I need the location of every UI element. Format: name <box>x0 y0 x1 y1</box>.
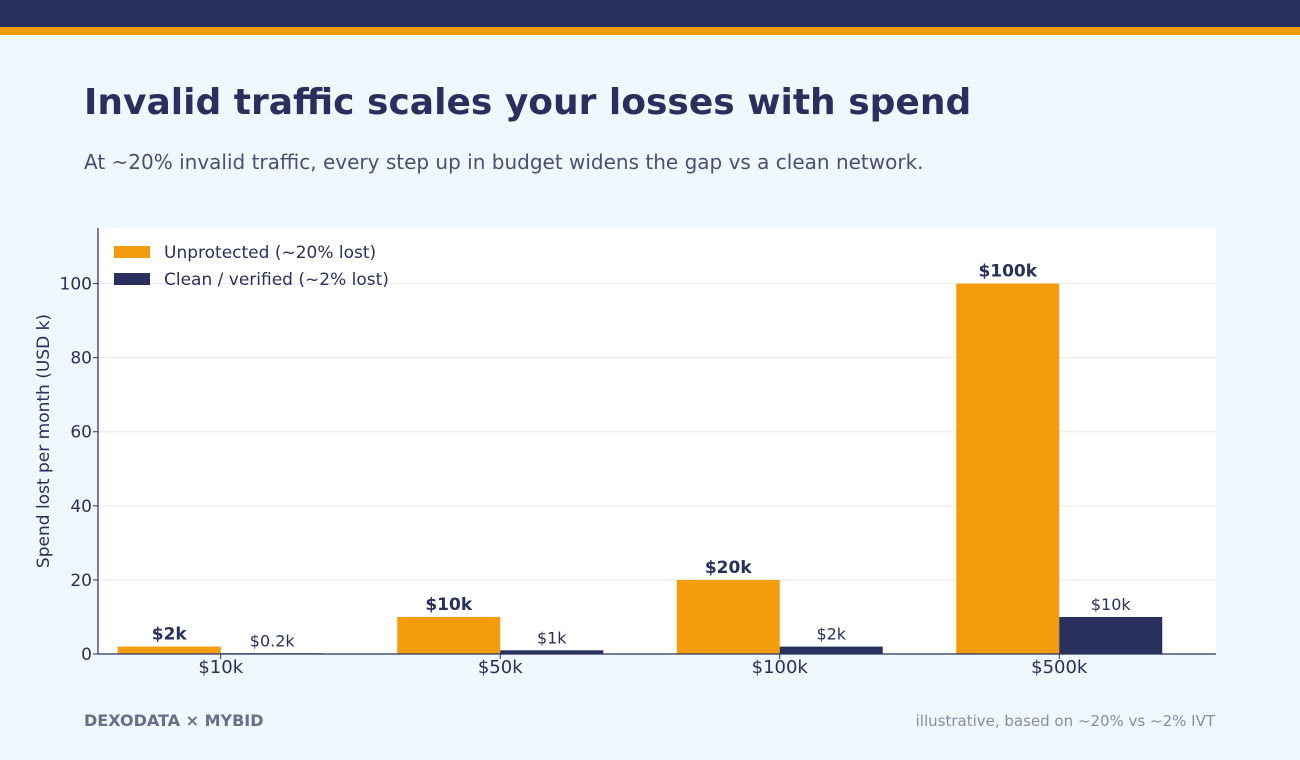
bar-unprotected <box>956 283 1060 654</box>
legend-entry: Unprotected (~20% lost) <box>164 243 376 263</box>
y-tick-label: 80 <box>70 349 92 369</box>
bar-clean <box>1059 616 1163 654</box>
footer-brand: DEXODATA × MYBID <box>84 711 264 730</box>
x-tick-label: $100k <box>752 657 809 678</box>
top-accent-bar <box>0 27 1300 35</box>
legend-swatch <box>114 273 150 285</box>
data-label: $2k <box>816 625 846 644</box>
data-label: $10k <box>1091 595 1132 614</box>
bar-clean <box>779 646 883 654</box>
x-tick-label: $10k <box>198 657 243 678</box>
x-tick-label: $50k <box>478 657 523 678</box>
y-tick-label: 20 <box>70 571 92 591</box>
data-label: $2k <box>152 625 188 645</box>
y-axis-label: Spend lost per month (USD k) <box>34 314 54 568</box>
data-label: $100k <box>978 262 1037 282</box>
bar-clean <box>500 650 604 654</box>
footer-note: illustrative, based on ~20% vs ~2% IVT <box>915 712 1215 730</box>
top-brand-bar <box>0 0 1300 27</box>
bar-unprotected <box>117 646 221 654</box>
x-tick-label: $500k <box>1031 657 1088 678</box>
data-label: $20k <box>705 558 752 578</box>
y-tick-label: 100 <box>60 275 92 295</box>
bar-unprotected <box>397 616 501 654</box>
page-subtitle: At ~20% invalid traffic, every step up i… <box>84 150 924 174</box>
y-tick-label: 40 <box>70 497 92 517</box>
page-title: Invalid traffic scales your losses with … <box>84 82 972 123</box>
data-label: $1k <box>537 628 567 647</box>
data-label: $10k <box>425 595 472 615</box>
y-tick-label: 60 <box>70 423 92 443</box>
bar-unprotected <box>676 579 780 654</box>
data-label: $0.2k <box>250 631 296 650</box>
legend-entry: Clean / verified (~2% lost) <box>164 270 389 290</box>
legend-swatch <box>114 246 150 258</box>
y-tick-label: 0 <box>81 645 92 665</box>
